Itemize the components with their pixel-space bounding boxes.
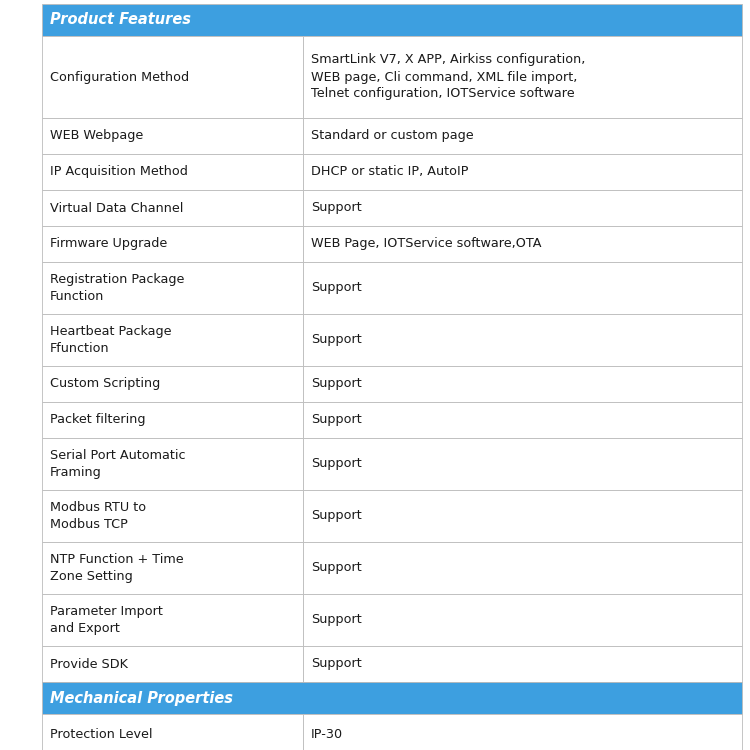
Text: Protection Level: Protection Level [50,728,152,742]
Bar [42,542,303,594]
Bar [303,646,742,682]
Text: Provide SDK: Provide SDK [50,658,128,670]
Bar [42,402,303,438]
Bar [42,682,742,714]
Text: Parameter Import
and Export: Parameter Import and Export [50,605,163,635]
Text: SmartLink V7, X APP, Airkiss configuration,
WEB page, Cli command, XML file impo: SmartLink V7, X APP, Airkiss configurati… [311,53,586,100]
Bar [42,490,303,542]
Text: DHCP or static IP, AutoIP: DHCP or static IP, AutoIP [311,166,469,178]
Text: WEB Webpage: WEB Webpage [50,130,143,142]
Text: Serial Port Automatic
Framing: Serial Port Automatic Framing [50,449,185,479]
Text: NTP Function + Time
Zone Setting: NTP Function + Time Zone Setting [50,553,184,583]
Text: Support: Support [311,281,362,295]
Text: Custom Scripting: Custom Scripting [50,377,160,391]
Bar [303,594,742,646]
Bar [303,438,742,490]
Bar [42,4,742,36]
Bar [303,226,742,262]
Bar [42,154,303,190]
Bar [42,36,303,118]
Bar [303,714,742,750]
Text: Modbus RTU to
Modbus TCP: Modbus RTU to Modbus TCP [50,501,146,531]
Bar [42,226,303,262]
Text: Firmware Upgrade: Firmware Upgrade [50,238,167,250]
Text: Standard or custom page: Standard or custom page [311,130,474,142]
Bar [42,438,303,490]
Bar [303,490,742,542]
Bar [303,314,742,366]
Text: Support: Support [311,458,362,470]
Bar [303,190,742,226]
Bar [42,118,303,154]
Text: IP-30: IP-30 [311,728,344,742]
Bar [42,594,303,646]
Bar [42,190,303,226]
Text: IP Acquisition Method: IP Acquisition Method [50,166,188,178]
Bar [303,154,742,190]
Text: Configuration Method: Configuration Method [50,70,189,83]
Bar [303,36,742,118]
Text: Support: Support [311,658,362,670]
Text: Support: Support [311,614,362,626]
Text: Heartbeat Package
Ffunction: Heartbeat Package Ffunction [50,325,172,355]
Text: Virtual Data Channel: Virtual Data Channel [50,202,183,214]
Bar [42,714,303,750]
Bar [303,402,742,438]
Text: Registration Package
Function: Registration Package Function [50,273,184,303]
Bar [303,262,742,314]
Bar [42,314,303,366]
Text: Product Features: Product Features [50,13,191,28]
Text: Support: Support [311,509,362,523]
Text: Support: Support [311,562,362,574]
Text: Mechanical Properties: Mechanical Properties [50,691,233,706]
Bar [303,542,742,594]
Bar [303,118,742,154]
Text: Support: Support [311,202,362,214]
Text: WEB Page, IOTService software,OTA: WEB Page, IOTService software,OTA [311,238,542,250]
Bar [42,366,303,402]
Bar [42,262,303,314]
Text: Support: Support [311,413,362,427]
Text: Packet filtering: Packet filtering [50,413,146,427]
Text: Support: Support [311,377,362,391]
Text: Support: Support [311,334,362,346]
Bar [303,366,742,402]
Bar [42,646,303,682]
